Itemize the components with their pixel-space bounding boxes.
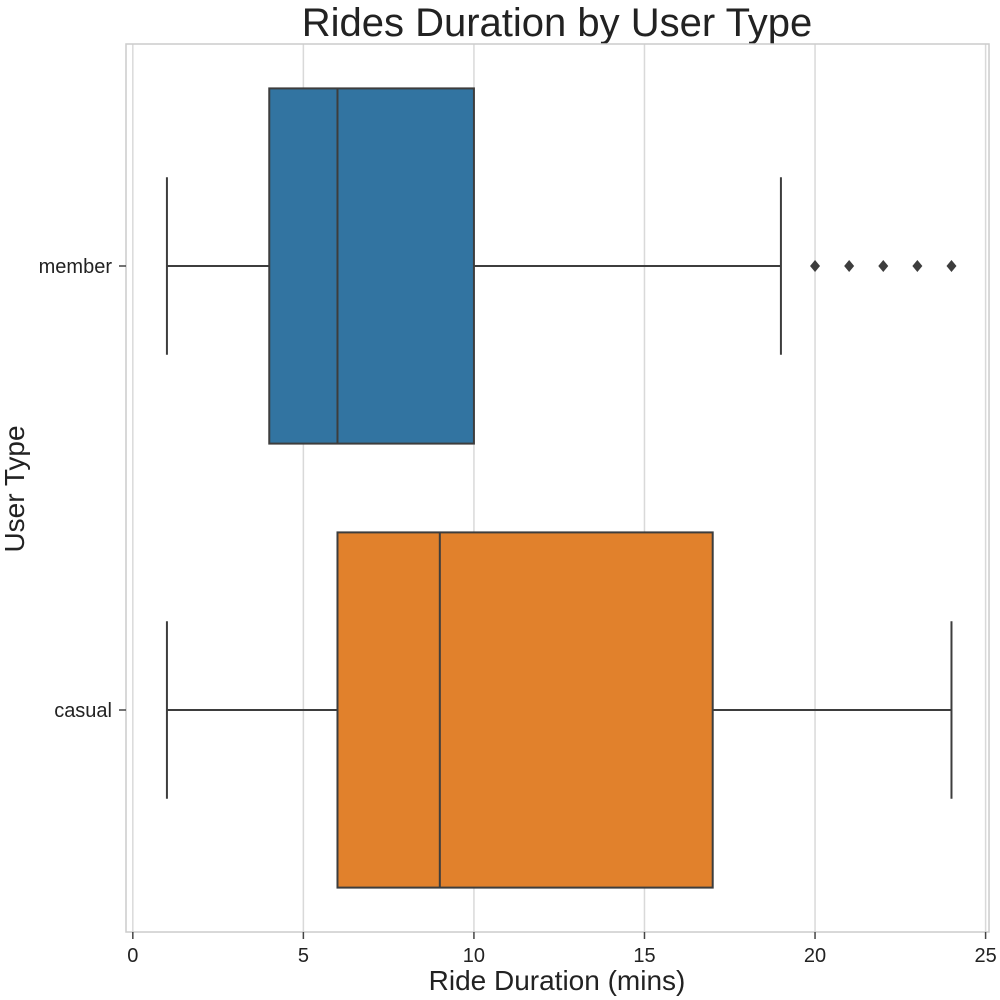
y-axis-title: User Type — [0, 425, 30, 552]
outlier-point — [946, 260, 957, 272]
box-member — [165, 87, 957, 445]
y-tick-label-casual: casual — [54, 700, 112, 722]
x-tick-label: 5 — [298, 945, 309, 967]
box-marks — [165, 87, 957, 889]
x-axis-title: Ride Duration (mins) — [429, 965, 686, 996]
chart-title: Rides Duration by User Type — [302, 1, 813, 45]
box-casual — [165, 531, 953, 889]
x-tick-label: 10 — [463, 945, 485, 967]
plot-area-frame — [125, 43, 990, 933]
outlier-point — [844, 260, 855, 272]
box-iqr — [336, 531, 714, 889]
y-tick-label-member: member — [39, 256, 113, 278]
outlier-point — [912, 260, 923, 272]
x-tick-label: 15 — [633, 945, 655, 967]
x-tick-label: 25 — [974, 945, 996, 967]
box-iqr — [268, 87, 475, 445]
axis-ticks: 0 5 10 15 20 25 member casual — [39, 256, 997, 967]
x-tick-label: 20 — [804, 945, 826, 967]
outlier-point — [878, 260, 889, 272]
x-tick-label: 0 — [127, 945, 138, 967]
outlier-point — [810, 260, 821, 272]
